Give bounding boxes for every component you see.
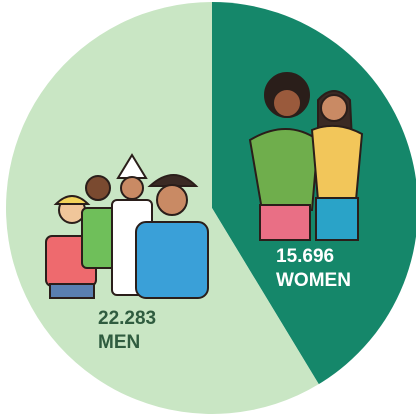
chart: 15.696 WOMEN 22.283 MEN xyxy=(0,0,416,414)
category-label: WOMEN xyxy=(276,270,351,291)
category-label: MEN xyxy=(98,332,140,353)
illustration-women xyxy=(250,73,362,240)
value-label: 22.283 xyxy=(98,308,156,329)
value-label: 15.696 xyxy=(276,246,334,267)
page: {"chart_data": {"type": "pie", "categori… xyxy=(0,0,416,414)
